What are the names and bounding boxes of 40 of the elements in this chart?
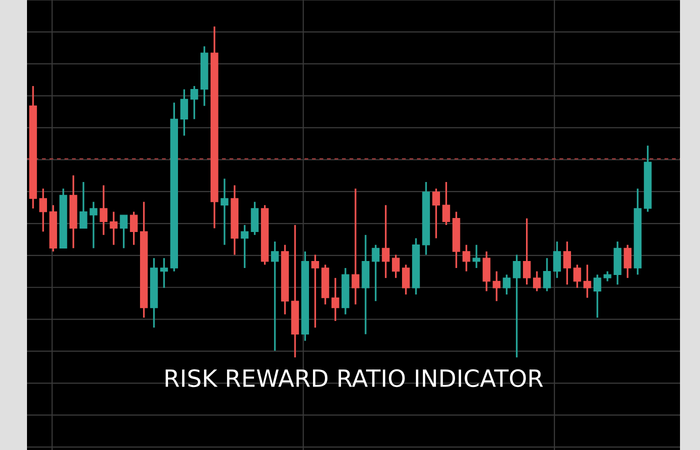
candlestick: [624, 244, 632, 279]
candlestick: [311, 254, 320, 328]
candlestick: [563, 240, 572, 286]
candlestick: [522, 218, 531, 286]
candlestick: [392, 254, 400, 279]
candlestick: [331, 277, 340, 322]
candlestick: [80, 181, 88, 230]
candlestick: [432, 188, 440, 240]
text: RISK REWARD RATIO INDICATOR: [166, 369, 543, 388]
candlestick: [352, 188, 360, 306]
candlestick: [100, 184, 108, 236]
candlestick: [190, 85, 198, 120]
candlestick: [180, 88, 188, 136]
candlestick: [583, 264, 592, 299]
candlestick: [120, 214, 128, 249]
candlestick: [110, 210, 118, 246]
candlestick: [462, 244, 470, 272]
candlestick: [593, 274, 602, 318]
candlestick: [512, 254, 521, 358]
candlestick: [402, 264, 410, 296]
candlestick: [543, 257, 551, 292]
candlestick: [502, 274, 511, 296]
candlestick: [271, 240, 279, 352]
candlestick: [250, 201, 259, 236]
candlestick: [90, 201, 98, 249]
candlestick: [160, 257, 168, 289]
candlestick: [372, 244, 380, 302]
candlestick: [573, 264, 582, 289]
candlestick: [240, 224, 249, 269]
candlestick: [482, 250, 490, 292]
candlestick: [604, 270, 612, 282]
candlestick: [130, 210, 138, 246]
candlestick: [39, 188, 47, 232]
candlestick: [220, 178, 228, 246]
candlestick: [492, 270, 500, 302]
candlestick: [553, 240, 561, 279]
candlestick: [442, 181, 450, 226]
candlestick: [472, 244, 480, 269]
candlestick: [533, 270, 541, 292]
candlestick: [382, 204, 390, 279]
